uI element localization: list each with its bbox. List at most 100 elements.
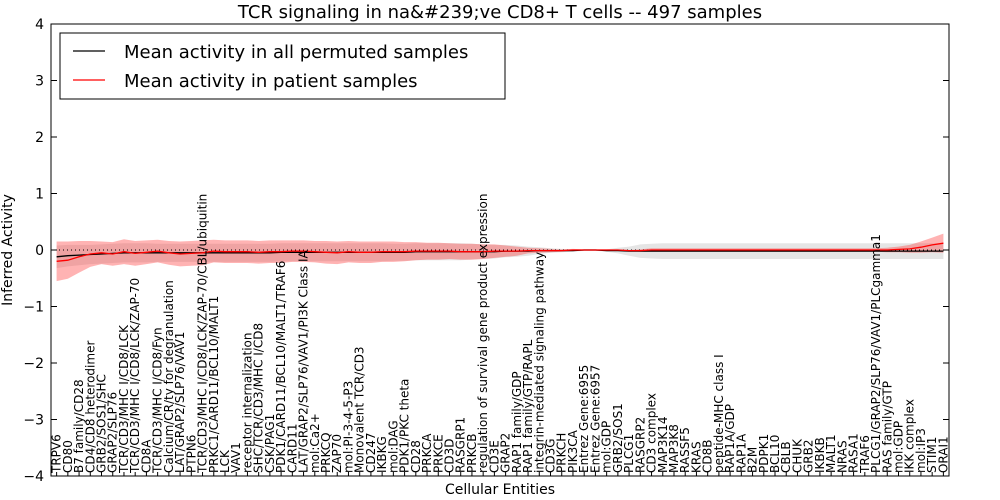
x-tick-label: IKK complex — [903, 399, 917, 473]
x-tick-label: VAV1 — [229, 442, 243, 473]
x-tick-label: GRB2 — [802, 439, 816, 473]
x-tick-label: RAP1A — [734, 433, 748, 473]
x-tick-label: PRKCQ — [319, 432, 333, 473]
x-tick-label: LCK — [218, 449, 232, 473]
x-tick-label: CD8A — [139, 439, 153, 473]
x-tick-label: CBLB — [779, 441, 793, 473]
x-tick-label: Entrez Gene:6955 — [577, 365, 591, 473]
y-tick-label: 1 — [35, 187, 44, 203]
band-patient — [56, 233, 944, 282]
x-tick-label: RAP1 family/GTP/RAPL — [521, 339, 535, 473]
x-tick-label: GRB2/SOS1/SHC — [95, 374, 109, 473]
y-tick-label: 2 — [35, 130, 44, 146]
x-tick-label: mol:PI-3-4-5-P3 — [342, 381, 356, 473]
x-tick-label: Entrez Gene:6957 — [588, 365, 602, 473]
x-tick-label: GRAP2/SLP76 — [106, 392, 120, 473]
x-tick-label: CD4/CD8 heterodimer — [83, 341, 97, 473]
x-tick-label: PLCG1/GRAP2/SLP76/VAV1/PLCgamma1 — [869, 234, 883, 473]
x-tick-label: CD28 — [409, 440, 423, 473]
x-tick-label: PRKCH — [555, 433, 569, 473]
legend-label-permuted: Mean activity in all permuted samples — [124, 42, 468, 63]
x-tick-label: RASGRP2 — [633, 417, 647, 473]
x-tick-label: GRAP2 — [499, 433, 513, 473]
x-tick-label: RAP1A/GDP — [723, 404, 737, 473]
x-tick-label: PDK1/CARD11/BCL10/MALT1/TRAF6 — [274, 261, 288, 473]
x-tick-label: PIK3CA — [566, 429, 580, 473]
x-tick-label: RASSF5 — [678, 427, 692, 473]
x-tick-label: CD80 — [61, 440, 75, 473]
x-tick-label: B2M — [746, 447, 760, 473]
x-tick-label: MAP3K14 — [656, 416, 670, 473]
x-tick-label: mol:Ca2+ — [308, 413, 322, 473]
x-axis-label: Cellular Entities — [445, 482, 555, 498]
x-tick-label: B7 family/CD28 — [72, 379, 86, 473]
x-tick-label: RAP1 family/GDP — [510, 371, 524, 473]
x-tick-label: PRKCB — [465, 434, 479, 473]
y-tick-label: −4 — [23, 469, 44, 485]
x-tick-label: TCR/CD3/MHC I/CD8/LCK/ZAP-70 — [128, 278, 142, 474]
x-tick-label: mol:GDP — [892, 421, 906, 473]
legend-box — [59, 32, 506, 100]
x-tick-label: CHUK — [791, 438, 805, 473]
x-tick-label: RASA1 — [847, 433, 861, 473]
x-tick-label: PDPK1 — [757, 434, 771, 473]
x-tick-label: TRAF6 — [858, 435, 872, 474]
x-tick-label: receptor internalization — [240, 332, 254, 472]
x-tick-label: PDK1/PKC theta — [398, 379, 412, 473]
legend: Mean activity in all permuted samples Me… — [59, 32, 506, 100]
x-tick-label: MAP3K8 — [667, 424, 681, 473]
x-tick-label: PLCG1 — [622, 434, 636, 473]
x-tick-label: CD3E — [487, 440, 501, 473]
x-tick-label: mol:GDP — [600, 421, 614, 473]
x-tick-label: SHC/TCR/CD3/MHC I/CD8 — [252, 323, 266, 473]
legend-label-patient: Mean activity in patient samples — [124, 71, 418, 92]
x-tick-label: LAT/GRAP2/SLP76/VAV1 — [173, 332, 187, 473]
x-tick-label: CSK/PAG1 — [263, 414, 277, 473]
x-tick-label: CD8B — [701, 440, 715, 474]
y-tick-label: 4 — [35, 17, 44, 33]
y-axis-label: Inferred Activity — [0, 194, 16, 306]
x-tick-label: RAS family/GTP — [880, 381, 894, 473]
x-tick-label: CD3D — [443, 439, 457, 474]
x-tick-label: peptide-MHC class I — [712, 354, 726, 473]
x-tick-label: TCR/CD3/MHC I/CD8/LCK — [117, 324, 131, 474]
y-tick-label: −2 — [23, 356, 44, 372]
x-tick-label: STIM1 — [925, 437, 939, 473]
x-tick-label: NRAS — [835, 440, 849, 473]
x-tick-label: PTPN6 — [184, 435, 198, 473]
x-tick-label: IKBKG — [375, 436, 389, 473]
x-tick-label: TCR/CD3/MHC I/CD8/Fyn — [151, 327, 165, 474]
x-tick-label: TCR/CD3/MHC I/CD8/LCK/ZAP-70/CBL/ubiquit… — [196, 194, 210, 474]
x-tick-label: ORAI1 — [936, 436, 950, 473]
x-tick-label: BCL10 — [768, 435, 782, 473]
x-tick-label: mol:IP3 — [914, 428, 928, 473]
x-tick-label: MALT1 — [824, 434, 838, 473]
x-tick-label: IKBKB — [813, 437, 827, 473]
y-tick-label: −1 — [23, 300, 44, 316]
x-tick-label: CARD11 — [285, 424, 299, 473]
x-tick-label: LAT/GRAP2/SLP76/VAV1/PI3K Class IA — [297, 250, 311, 474]
x-tick-label: PRKCA — [420, 433, 434, 473]
chart-title: TCR signaling in na&#239;ve CD8+ T cells… — [237, 2, 762, 23]
x-tick-label: PRKCE — [431, 434, 445, 473]
x-tick-label: RASGRP1 — [454, 417, 468, 473]
x-tick-label: Calcium/CR/ty for degranulation — [162, 280, 176, 473]
x-tick-label: PRKC1/CARD11/BCL10/MALT1 — [207, 296, 221, 473]
x-tick-label: regulation of survival gene product expr… — [476, 194, 490, 473]
x-tick-label: ZAP70 — [330, 434, 344, 473]
x-tick-label: KRAS — [689, 441, 703, 473]
y-tick-label: 0 — [35, 243, 44, 259]
x-tick-label: CD3 complex — [645, 393, 659, 473]
x-tick-label: Monovalent TCR/CD3 — [353, 346, 367, 473]
x-tick-label: GRB2/SOS1 — [611, 403, 625, 473]
x-tick-label: CD3G — [544, 438, 558, 473]
y-tick-label: −3 — [23, 413, 44, 429]
x-tick-label: CD247 — [364, 432, 378, 473]
series-line-patient — [56, 242, 944, 262]
x-tick-label: mol:DAG — [386, 420, 400, 473]
y-tick-label: 3 — [35, 74, 44, 90]
x-tick-label: integrin-mediated signaling pathway — [532, 252, 546, 473]
x-tick-label: TRPV6 — [50, 434, 64, 474]
